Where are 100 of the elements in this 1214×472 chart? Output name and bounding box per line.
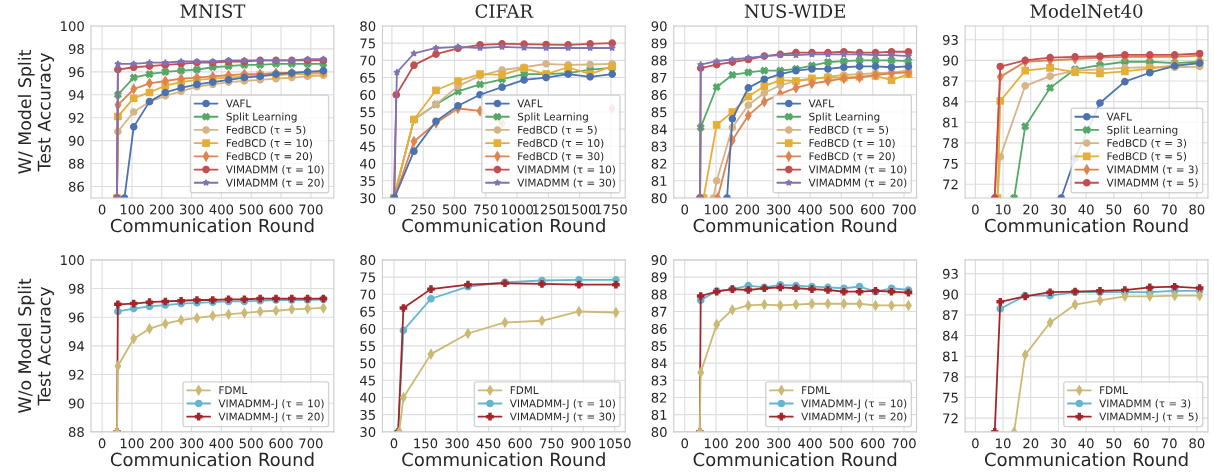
y-tick-label: 84 [942,330,959,341]
x-tick-label: 100 [120,204,144,215]
y-tick-label: 40 [360,392,376,403]
y-tick-label: 40 [360,158,376,169]
legend-label: Split Learning [226,112,297,123]
y-tick-label: 88 [68,427,84,438]
legend-label: FDML [219,386,248,394]
y-tick-label: 90 [942,289,958,300]
y-tick-label: 82 [651,392,667,403]
x-tick-label: 400 [209,204,234,215]
x-axis-title: Communication Round [693,452,897,467]
y-tick-label: 80 [651,193,667,204]
y-tick-label: 94 [68,89,85,100]
x-axis-title: Communication Round [402,218,605,233]
chart-title: MNIST [180,4,246,18]
x-tick-label: 100 [120,438,144,449]
x-tick-label: 500 [239,438,263,449]
x-tick-label: 70 [1161,204,1177,215]
x-axis-title: Communication Round [693,218,897,233]
y-tick-label: 45 [360,375,376,386]
y-tick-label: 78 [943,138,958,149]
y-tick-label: 90 [68,135,84,146]
y-tick-label: 72 [943,179,958,190]
y-tick-label: 75 [943,158,958,169]
x-tick-label: 600 [861,204,885,215]
x-tick-label: 70 [1161,438,1177,449]
legend-label: FedBCD (τ = 20) [226,152,312,162]
legend-label: FedBCD (τ = 10) [518,138,604,149]
x-tick-label: 1500 [564,204,596,215]
x-tick-label: 20 [1023,204,1039,215]
legend-label: VIMADMM (τ = 30) [517,178,615,188]
y-tick-label: 88 [651,289,667,300]
legend-label: FedBCD (τ = 5) [809,125,889,135]
x-tick-label: 100 [704,438,728,449]
legend-label: FedBCD (τ = 5) [1107,152,1187,162]
x-tick-label: 100 [704,204,728,215]
y-tick-label: 88 [651,55,667,66]
y-tick-label: 93 [942,268,958,279]
x-tick-label: 0 [390,438,398,449]
x-tick-label: 0 [681,204,689,215]
x-tick-label: 500 [239,204,263,215]
legend-label: FDML [802,386,830,394]
legend-label: FedBCD (τ = 3) [1107,138,1187,149]
y-tick-label: 87 [942,76,958,87]
x-tick-label: 600 [508,438,532,449]
x-tick-label: 200 [150,438,174,449]
y-tick-label: 85 [651,341,667,352]
y-tick-label: 35 [360,409,376,420]
x-tick-label: 300 [179,438,204,449]
y-tick-label: 90 [942,55,958,66]
y-tick-label: 96 [68,312,84,323]
y-tick-label: 45 [360,141,376,152]
y-tick-label: 88 [68,158,84,169]
x-tick-label: 0 [681,438,689,449]
x-tick-label: 200 [735,438,760,449]
legend-label: FedBCD (τ = 30) [518,152,604,162]
x-tick-label: 900 [571,438,595,449]
legend-label: VIMADMM-J (τ = 10) [509,399,615,410]
y-tick-label: 90 [68,398,84,409]
y-tick-label: 89 [651,272,667,283]
legend-label: VAFL [1106,112,1132,121]
y-tick-label: 65 [360,72,376,83]
y-tick-label: 72 [943,413,958,424]
x-tick-label: 80 [1189,204,1205,215]
legend-label: VIMADMM (τ = 3) [1099,399,1191,409]
chart-title: ModelNet40 [1030,3,1143,18]
legend-label: VAFL [517,99,543,108]
x-tick-label: 1750 [595,204,627,215]
x-tick-label: 250 [411,204,435,215]
y-tick-label: 81 [651,175,667,186]
x-tick-label: 40 [1078,204,1094,215]
y-tick-label: 87 [942,310,958,321]
y-tick-label: 98 [68,44,84,55]
y-tick-label: 30 [360,193,376,204]
x-tick-label: 700 [299,204,323,215]
x-tick-label: 50 [1106,438,1122,449]
x-tick-label: 1050 [599,438,631,449]
y-tick-label: 85 [651,107,667,118]
x-tick-label: 500 [829,438,854,449]
x-tick-label: 600 [861,438,885,449]
x-tick-label: 450 [476,438,501,449]
legend-label: FedBCD (τ = 5) [226,125,306,135]
x-tick-label: 0 [98,204,106,215]
legend-label: FedBCD (τ = 5) [518,125,597,135]
y-tick-label: 80 [651,427,667,438]
y-tick-label: 30 [360,427,376,438]
x-tick-label: 700 [892,204,916,215]
y-tick-label: 55 [360,107,376,118]
y-tick-label: 90 [651,255,667,266]
x-tick-label: 0 [98,438,106,449]
y-tick-label: 84 [651,358,667,369]
legend-label: VIMADMM (τ = 5) [1106,178,1198,188]
legend-label: Split Learning [517,112,588,123]
legend-label: VIMADMM-J (τ = 10) [801,399,907,410]
legend-label: VIMADMM (τ = 10) [517,165,615,175]
x-axis-title: Communication Round [984,218,1188,233]
y-tick-label: 55 [360,341,376,352]
legend-label: VIMADMM-J (τ = 30) [509,412,615,423]
x-axis-title: Communication Round [110,452,314,467]
y-tick-label: 75 [360,272,376,283]
